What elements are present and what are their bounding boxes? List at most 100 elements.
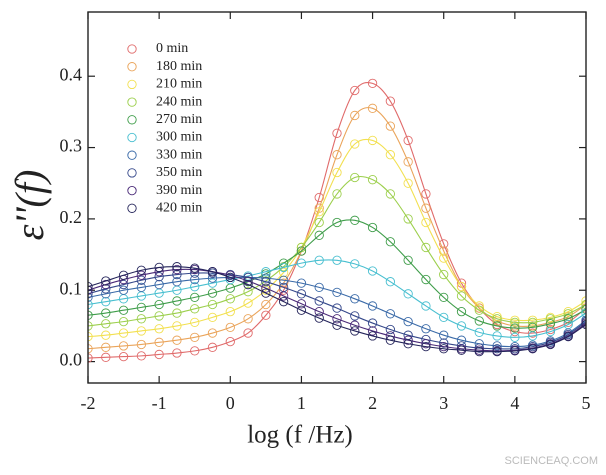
data-point xyxy=(190,263,200,273)
data-point xyxy=(403,157,413,167)
data-point xyxy=(207,312,218,323)
data-point xyxy=(527,344,538,354)
data-point xyxy=(385,189,396,199)
data-point xyxy=(314,282,324,293)
data-point xyxy=(367,135,378,146)
data-point xyxy=(261,283,271,293)
fit-line xyxy=(88,272,586,350)
plot-frame xyxy=(87,11,587,384)
data-point xyxy=(190,292,200,303)
plot-area xyxy=(88,78,586,363)
data-point xyxy=(118,351,129,362)
data-point xyxy=(385,237,396,247)
data-point xyxy=(207,328,218,338)
data-point xyxy=(474,346,484,357)
y-tick-label: 0.0 xyxy=(60,350,83,370)
legend-label: 180 min xyxy=(156,59,202,74)
data-point xyxy=(439,239,449,249)
data-point xyxy=(439,269,449,280)
data-point xyxy=(403,135,413,146)
data-point xyxy=(243,279,253,290)
data-point xyxy=(510,332,520,342)
data-point xyxy=(510,323,520,333)
data-point xyxy=(118,341,129,351)
legend-marker xyxy=(127,44,137,54)
data-point xyxy=(314,217,324,228)
data-point xyxy=(421,341,431,352)
legend-marker xyxy=(127,115,137,125)
data-point xyxy=(474,343,484,353)
data-point xyxy=(154,299,164,310)
data-point xyxy=(545,324,556,335)
data-point xyxy=(350,259,360,269)
data-point xyxy=(243,276,253,286)
data-point xyxy=(332,303,342,313)
data-point xyxy=(421,203,431,213)
data-point xyxy=(456,291,467,301)
data-point xyxy=(439,341,449,352)
data-point xyxy=(563,331,573,342)
data-point xyxy=(118,328,129,338)
data-point xyxy=(225,322,235,332)
data-point xyxy=(261,273,271,283)
legend-label: 350 min xyxy=(156,165,202,180)
data-point xyxy=(421,339,431,349)
data-point xyxy=(367,78,378,88)
data-point xyxy=(367,103,378,113)
data-point xyxy=(367,326,378,336)
data-point xyxy=(439,330,449,340)
data-point xyxy=(439,292,449,303)
data-point xyxy=(225,294,235,304)
data-point xyxy=(350,139,360,149)
data-point xyxy=(474,303,484,313)
data-point xyxy=(314,296,324,306)
data-point xyxy=(439,344,449,354)
data-point xyxy=(243,272,253,283)
data-point xyxy=(154,349,164,360)
legend-label: 420 min xyxy=(156,201,202,216)
data-point xyxy=(332,320,342,330)
data-point xyxy=(278,275,289,285)
data-point xyxy=(332,167,342,178)
data-point xyxy=(439,338,449,348)
data-point xyxy=(243,298,253,308)
data-point xyxy=(350,110,360,121)
data-point xyxy=(403,289,413,299)
watermark: SCIENCEAQ.COM xyxy=(504,455,598,467)
data-point xyxy=(385,96,396,106)
data-point xyxy=(154,272,164,282)
data-point xyxy=(385,150,396,160)
legend-label: 0 min xyxy=(156,41,188,56)
data-point xyxy=(296,246,307,256)
data-point xyxy=(101,276,111,286)
data-point xyxy=(243,287,253,297)
legend-marker xyxy=(127,150,137,160)
legend-label: 300 min xyxy=(156,130,202,145)
data-point xyxy=(243,328,253,338)
data-point xyxy=(314,230,324,240)
data-point xyxy=(190,332,200,342)
data-point xyxy=(261,288,271,298)
data-point xyxy=(190,346,200,356)
data-point xyxy=(136,302,147,313)
fit-line xyxy=(88,259,586,338)
data-point xyxy=(474,305,484,315)
data-point xyxy=(385,309,396,319)
data-point xyxy=(563,309,573,319)
data-point xyxy=(278,262,289,273)
data-point xyxy=(421,217,431,228)
legend-label: 210 min xyxy=(156,77,202,92)
data-point xyxy=(350,294,360,304)
data-point xyxy=(101,308,111,318)
data-point xyxy=(367,331,378,341)
data-point xyxy=(101,279,111,290)
data-point xyxy=(225,272,235,283)
data-point xyxy=(314,207,324,217)
data-point xyxy=(278,297,289,307)
data-point xyxy=(545,339,556,350)
data-point xyxy=(136,339,147,350)
data-point xyxy=(350,172,360,183)
legend-marker xyxy=(127,185,137,196)
y-axis-label: ε''(f) xyxy=(7,170,52,241)
data-point xyxy=(367,222,378,233)
